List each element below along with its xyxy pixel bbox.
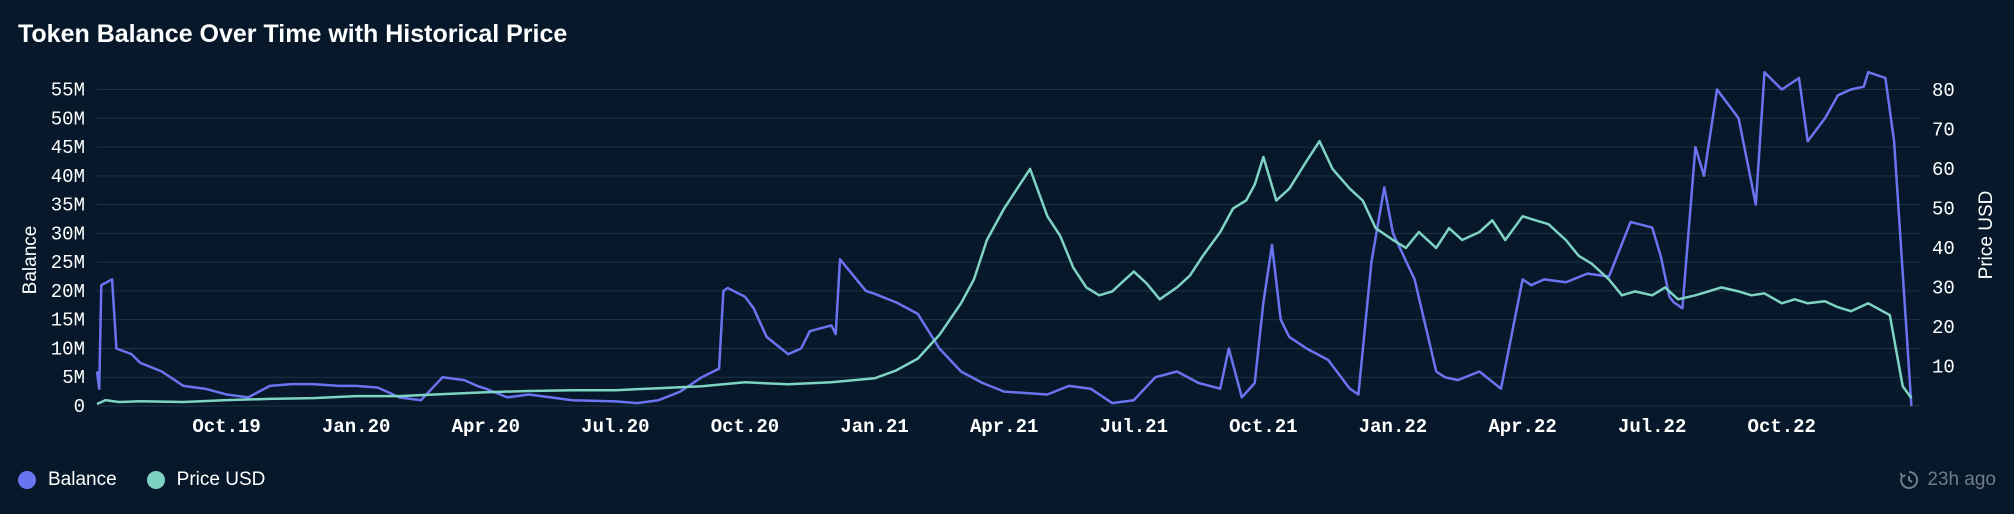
y-tick-label: 55M [51, 80, 85, 102]
x-tick-label: Apr.22 [1488, 416, 1556, 438]
legend: Balance Price USD [18, 469, 265, 491]
x-tick-label: Jan.21 [840, 416, 908, 438]
y2-axis-title: Price USD [1976, 191, 1997, 280]
x-tick-label: Jan.22 [1359, 416, 1427, 438]
y2-tick-label: 10 [1932, 356, 1955, 378]
y-tick-label: 20M [51, 281, 85, 303]
x-tick-label: Oct.22 [1748, 416, 1816, 438]
y-tick-label: 0 [74, 396, 85, 418]
x-tick-label: Apr.21 [970, 416, 1038, 438]
updated-text: 23h ago [1927, 469, 1996, 490]
y-tick-label: 10M [51, 338, 85, 360]
last-updated: 23h ago [1899, 469, 1996, 491]
y-tick-label: 15M [51, 310, 85, 332]
series-layer [95, 70, 1913, 407]
y2-tick-label: 60 [1932, 159, 1955, 181]
clock-history-icon [1899, 470, 1919, 489]
y-tick-label: 5M [62, 367, 85, 389]
legend-label-price-usd: Price USD [176, 469, 266, 490]
series-line-balance [95, 70, 1913, 407]
y2-tick-label: 40 [1932, 238, 1955, 260]
price-usd-swatch-icon [146, 471, 165, 489]
chart-area: 0 5M 10M 15M 20M 25M 30M 35M 40M 45M 50M 55M 10 20 30… [20, 70, 1997, 438]
y-axis-right: 10 20 30 40 50 60 70 80 [1932, 80, 1955, 379]
x-tick-label: Apr.20 [452, 416, 520, 438]
y-axis-title: Balance [20, 226, 41, 295]
y-tick-label: 45M [51, 137, 85, 159]
legend-item-price-usd[interactable]: Price USD [146, 469, 266, 491]
series-line-price-usd [96, 139, 1913, 406]
y2-tick-label: 70 [1932, 119, 1955, 141]
y-tick-label: 40M [51, 166, 85, 188]
x-tick-label: Oct.21 [1229, 416, 1297, 438]
y2-tick-label: 20 [1932, 317, 1955, 339]
y-tick-label: 50M [51, 108, 85, 130]
y-axis-left: 0 5M 10M 15M 20M 25M 30M 35M 40M 45M 50M 55M [51, 80, 85, 418]
x-tick-label: Jan.20 [322, 416, 390, 438]
legend-item-balance[interactable]: Balance [18, 469, 117, 491]
y2-tick-label: 80 [1932, 80, 1955, 102]
x-tick-label: Oct.19 [192, 416, 260, 438]
x-tick-label: Jul.21 [1100, 416, 1168, 438]
balance-swatch-icon [18, 471, 36, 489]
y2-tick-label: 50 [1932, 198, 1955, 220]
chart-title: Token Balance Over Time with Historical … [18, 20, 568, 48]
y2-tick-label: 30 [1932, 277, 1955, 299]
y-tick-label: 30M [51, 223, 85, 245]
x-tick-label: Oct.20 [711, 416, 779, 438]
x-tick-label: Jul.22 [1618, 416, 1686, 438]
x-axis: Oct.19 Jan.20 Apr.20 Jul.20 Oct.20 Jan.21 Apr.… [192, 416, 1816, 438]
y-tick-label: 35M [51, 195, 85, 217]
y-tick-label: 25M [51, 252, 85, 274]
gridlines [97, 89, 1920, 407]
legend-label-balance: Balance [48, 469, 117, 490]
x-tick-label: Jul.20 [581, 416, 649, 438]
